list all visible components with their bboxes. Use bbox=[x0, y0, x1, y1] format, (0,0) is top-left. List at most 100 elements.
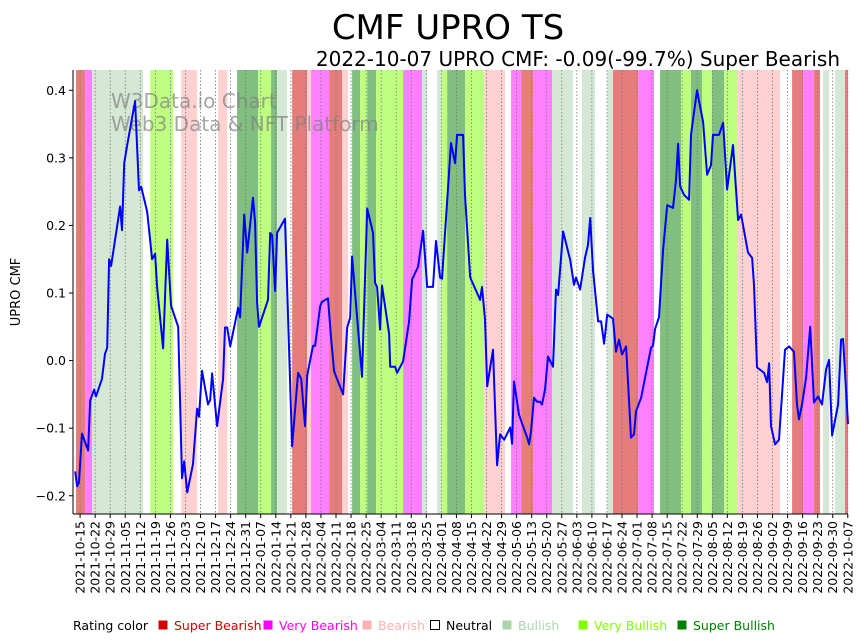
x-tick-label: 2022-02-18 bbox=[344, 521, 359, 594]
band-very-bullish bbox=[701, 70, 713, 514]
x-tick-label: 2022-09-30 bbox=[825, 521, 840, 594]
band-super-bullish bbox=[271, 70, 278, 514]
band-bullish bbox=[581, 70, 596, 514]
rating-bands bbox=[76, 70, 848, 514]
x-tick-label: 2021-11-26 bbox=[163, 521, 178, 594]
band-very-bearish bbox=[803, 70, 815, 514]
chart-subtitle: 2022-10-07 UPRO CMF: -0.09(-99.7%) Super… bbox=[316, 47, 840, 71]
x-tick-label: 2022-08-12 bbox=[720, 521, 735, 594]
y-tick-label: 0.2 bbox=[46, 218, 66, 233]
band-bullish bbox=[437, 70, 442, 514]
band-very-bullish bbox=[375, 70, 404, 514]
x-tick-label: 2022-07-22 bbox=[675, 521, 690, 594]
band-very-bearish bbox=[638, 70, 655, 514]
legend-label-bullish: Bullish bbox=[518, 618, 559, 633]
x-tick-label: 2022-09-09 bbox=[780, 521, 795, 594]
x-tick-label: 2022-02-11 bbox=[328, 521, 343, 594]
x-tick-label: 2022-07-29 bbox=[690, 521, 705, 594]
x-axis-ticks: 2021-10-15 2021-10-22 2021-10-29 2021-11-05… bbox=[73, 514, 855, 594]
band-very-bearish bbox=[311, 70, 330, 514]
band-super-bullish bbox=[691, 70, 702, 514]
x-tick-label: 2022-02-25 bbox=[359, 521, 374, 594]
x-tick-label: 2022-01-28 bbox=[298, 521, 313, 594]
band-bullish bbox=[607, 70, 613, 514]
x-tick-label: 2022-06-03 bbox=[569, 521, 584, 594]
x-tick-label: 2022-06-17 bbox=[599, 521, 614, 594]
band-super-bullish bbox=[712, 70, 725, 514]
legend-label-super-bearish: Super Bearish bbox=[174, 618, 262, 633]
band-very-bullish bbox=[258, 70, 272, 514]
x-tick-label: 2022-04-15 bbox=[464, 521, 479, 594]
x-tick-label: 2021-12-31 bbox=[238, 521, 253, 594]
band-very-bearish bbox=[85, 70, 93, 514]
x-tick-label: 2022-04-29 bbox=[494, 521, 509, 594]
x-tick-label: 2021-10-29 bbox=[103, 521, 118, 594]
x-tick-label: 2021-10-22 bbox=[88, 521, 103, 594]
x-tick-label: 2022-03-25 bbox=[419, 521, 434, 594]
x-tick-label: 2022-05-13 bbox=[524, 521, 539, 594]
legend-label-bearish: Bearish bbox=[378, 618, 425, 633]
x-tick-label: 2022-03-11 bbox=[389, 521, 404, 594]
legend-label-super-bullish: Super Bullish bbox=[693, 618, 775, 633]
x-tick-label: 2022-09-02 bbox=[765, 521, 780, 594]
y-tick-label: 0.0 bbox=[46, 353, 66, 368]
series-line-upro-cmf bbox=[74, 89, 849, 494]
legend-swatch-super-bullish bbox=[677, 620, 687, 630]
legend-swatch-very-bullish bbox=[578, 620, 588, 630]
x-tick-label: 2021-11-19 bbox=[148, 521, 163, 594]
x-tick-label: 2021-12-03 bbox=[178, 521, 193, 594]
x-tick-label: 2021-11-12 bbox=[133, 521, 148, 594]
band-bullish bbox=[92, 70, 144, 514]
x-tick-label: 2022-04-22 bbox=[479, 521, 494, 594]
band-very-bullish bbox=[724, 70, 738, 514]
x-tick-label: 2022-06-10 bbox=[584, 521, 599, 594]
weekly-grid bbox=[79, 70, 849, 514]
legend-label-very-bearish: Very Bearish bbox=[279, 618, 358, 633]
x-tick-label: 2022-04-08 bbox=[449, 521, 464, 594]
band-bullish bbox=[552, 70, 573, 514]
x-tick-label: 2022-07-01 bbox=[630, 521, 645, 594]
band-bearish bbox=[737, 70, 781, 514]
x-tick-label: 2022-02-04 bbox=[313, 521, 328, 594]
x-tick-label: 2022-07-15 bbox=[660, 521, 675, 594]
y-tick-label: −0.1 bbox=[36, 421, 66, 436]
band-bullish bbox=[422, 70, 428, 514]
x-tick-label: 2022-09-23 bbox=[810, 521, 825, 594]
band-super-bullish bbox=[352, 70, 361, 514]
band-bullish bbox=[277, 70, 288, 514]
watermark-line-1: W3Data.io Chart bbox=[111, 89, 277, 113]
band-bearish bbox=[218, 70, 228, 514]
x-tick-label: 2021-10-15 bbox=[73, 521, 88, 594]
y-tick-label: 0.3 bbox=[46, 150, 66, 165]
legend-label-very-bullish: Very Bullish bbox=[594, 618, 667, 633]
legend-swatch-super-bearish bbox=[158, 620, 168, 630]
x-tick-label: 2022-08-05 bbox=[705, 521, 720, 594]
band-bearish bbox=[484, 70, 506, 514]
x-tick-label: 2022-09-16 bbox=[795, 521, 810, 594]
x-tick-label: 2022-07-08 bbox=[645, 521, 660, 594]
x-tick-label: 2022-08-19 bbox=[735, 521, 750, 594]
band-bullish bbox=[823, 70, 830, 514]
x-tick-label: 2022-06-24 bbox=[614, 521, 629, 594]
chart-title: CMF UPRO TS bbox=[332, 8, 564, 48]
band-bullish bbox=[835, 70, 845, 514]
x-tick-label: 2022-10-07 bbox=[840, 521, 855, 594]
band-super-bullish bbox=[237, 70, 259, 514]
series-layer bbox=[74, 89, 849, 494]
legend: Rating color Super Bearish Very Bearish Be… bbox=[73, 618, 775, 633]
x-tick-label: 2022-03-18 bbox=[404, 521, 419, 594]
watermark-line-2: Web3 Data & NFT Platform bbox=[111, 112, 379, 136]
band-very-bullish bbox=[441, 70, 448, 514]
x-tick-label: 2021-12-17 bbox=[208, 521, 223, 594]
legend-label-neutral: Neutral bbox=[446, 618, 492, 633]
band-super-bearish bbox=[521, 70, 533, 514]
y-tick-label: 0.1 bbox=[46, 286, 66, 301]
watermark: W3Data.io Chart Web3 Data & NFT Platform bbox=[111, 89, 379, 136]
legend-title: Rating color bbox=[73, 618, 149, 633]
x-tick-label: 2022-08-26 bbox=[750, 521, 765, 594]
band-super-bearish bbox=[612, 70, 639, 514]
band-super-bearish bbox=[814, 70, 821, 514]
x-tick-label: 2022-01-14 bbox=[268, 521, 283, 594]
x-tick-label: 2022-05-27 bbox=[554, 521, 569, 594]
